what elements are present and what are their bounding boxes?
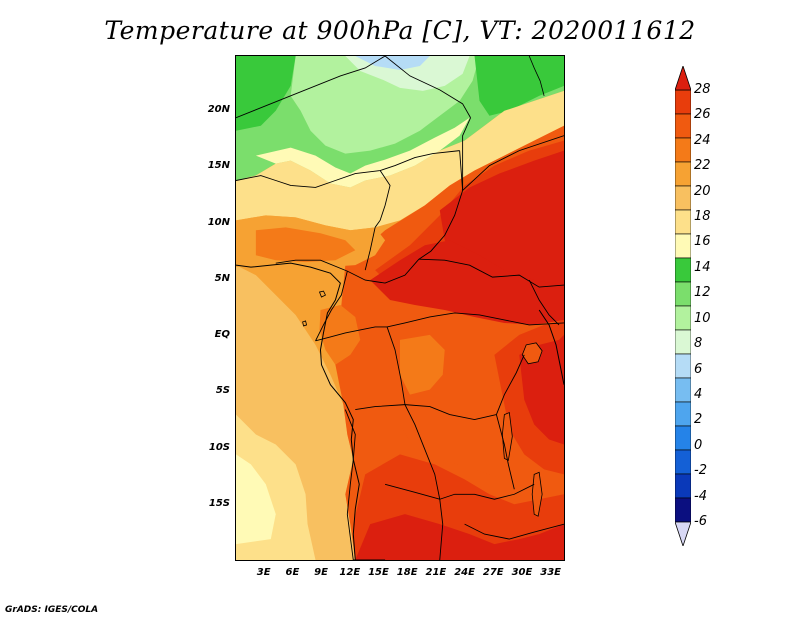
colorbar-label: 26 bbox=[694, 107, 711, 123]
colorbar-label: 14 bbox=[694, 259, 711, 275]
colorbar-label: 8 bbox=[694, 336, 703, 352]
colorbar-segment bbox=[675, 281, 691, 307]
central-belt-red bbox=[370, 240, 564, 325]
latitude-label: 20N bbox=[207, 104, 230, 116]
colorbar-label: 4 bbox=[694, 386, 703, 402]
west-coastline bbox=[236, 262, 360, 560]
colorbar-segment bbox=[675, 161, 691, 187]
colorbar-label: 2 bbox=[694, 412, 703, 428]
southern-deep-red-zone bbox=[355, 514, 564, 560]
colorbar-segment bbox=[675, 353, 691, 379]
colorbar-segment bbox=[675, 425, 691, 451]
latitude-label: 10S bbox=[208, 441, 230, 453]
longitude-label: 21E bbox=[425, 567, 447, 578]
sahara-blue-core bbox=[355, 56, 430, 70]
atlantic-cool-patch bbox=[236, 454, 276, 545]
colorbar-label: 10 bbox=[694, 310, 711, 326]
latitude-label: EQ bbox=[214, 329, 230, 341]
colorbar-segment bbox=[675, 473, 691, 499]
colorbar-segment bbox=[675, 113, 691, 139]
longitude-label: 15E bbox=[368, 567, 389, 578]
colorbar-segment bbox=[675, 329, 691, 355]
colorbar-segment bbox=[675, 185, 691, 211]
lake-malawi bbox=[531, 471, 543, 517]
west-africa-deeper-orange bbox=[255, 227, 356, 263]
east-coastline bbox=[538, 309, 564, 385]
longitude-label: 27E bbox=[482, 567, 504, 578]
colorbar-segment bbox=[675, 89, 691, 115]
colorbar-label: 20 bbox=[694, 183, 711, 199]
colorbar-label: 6 bbox=[694, 361, 703, 377]
longitude-label: 6E bbox=[285, 567, 300, 578]
longitude-label: 9E bbox=[314, 567, 328, 578]
colorbar-label: 0 bbox=[694, 437, 703, 453]
colorbar-segment bbox=[675, 305, 691, 331]
temperature-map bbox=[235, 55, 565, 561]
colorbar-label: -2 bbox=[694, 463, 707, 479]
software-credit: GrADS: IGES/COLA bbox=[5, 605, 99, 615]
northeast-green-band bbox=[474, 56, 564, 116]
colorbar-label: 24 bbox=[694, 132, 711, 148]
sao-tome-island bbox=[302, 320, 308, 327]
colorbar-segment bbox=[675, 257, 691, 283]
colorbar-segment bbox=[675, 209, 691, 235]
gabon-warm-zone bbox=[319, 305, 361, 365]
colorbar bbox=[675, 66, 691, 546]
colorbar-segments bbox=[675, 89, 691, 523]
longitude-label: 30E bbox=[511, 567, 533, 578]
latitude-label: 5S bbox=[215, 385, 230, 397]
colorbar-label: 16 bbox=[694, 234, 711, 250]
colorbar-segment bbox=[675, 401, 691, 427]
colorbar-label: 22 bbox=[694, 158, 711, 174]
congo-light-orange-zone bbox=[400, 334, 445, 395]
country-borders bbox=[236, 56, 564, 560]
longitude-label: 3E bbox=[256, 567, 271, 578]
longitude-label: 12E bbox=[339, 567, 361, 578]
colorbar-segment bbox=[675, 377, 691, 403]
latitude-label: 15N bbox=[207, 160, 230, 172]
colorbar-top-arrow bbox=[675, 66, 691, 91]
colorbar-label: -4 bbox=[694, 488, 707, 504]
bioko-island bbox=[318, 290, 326, 298]
colorbar-label: 18 bbox=[694, 209, 711, 225]
red-sea-coastline bbox=[528, 56, 545, 96]
colorbar-label: -6 bbox=[694, 514, 707, 529]
sahel-yellow-band bbox=[236, 90, 564, 231]
colorbar-label: 12 bbox=[694, 285, 711, 301]
map-svg bbox=[236, 56, 564, 560]
lake-victoria bbox=[521, 342, 543, 365]
colorbar-label: 28 bbox=[694, 82, 711, 97]
longitude-label: 18E bbox=[396, 567, 418, 578]
sahel-light-band bbox=[255, 117, 470, 188]
colorbar-segment bbox=[675, 137, 691, 163]
figure-title: Temperature at 900hPa [C], VT: 202001161… bbox=[104, 16, 696, 45]
colorbar-segment bbox=[675, 449, 691, 475]
colorbar-bottom-arrow bbox=[675, 521, 691, 546]
longitude-label: 24E bbox=[454, 567, 475, 578]
longitude-label: 33E bbox=[540, 567, 562, 578]
latitude-label: 5N bbox=[214, 272, 230, 284]
colorbar-segment bbox=[675, 233, 691, 259]
latitude-label: 10N bbox=[207, 216, 230, 228]
latitude-label: 15S bbox=[208, 497, 230, 509]
colorbar-segment bbox=[675, 497, 691, 523]
